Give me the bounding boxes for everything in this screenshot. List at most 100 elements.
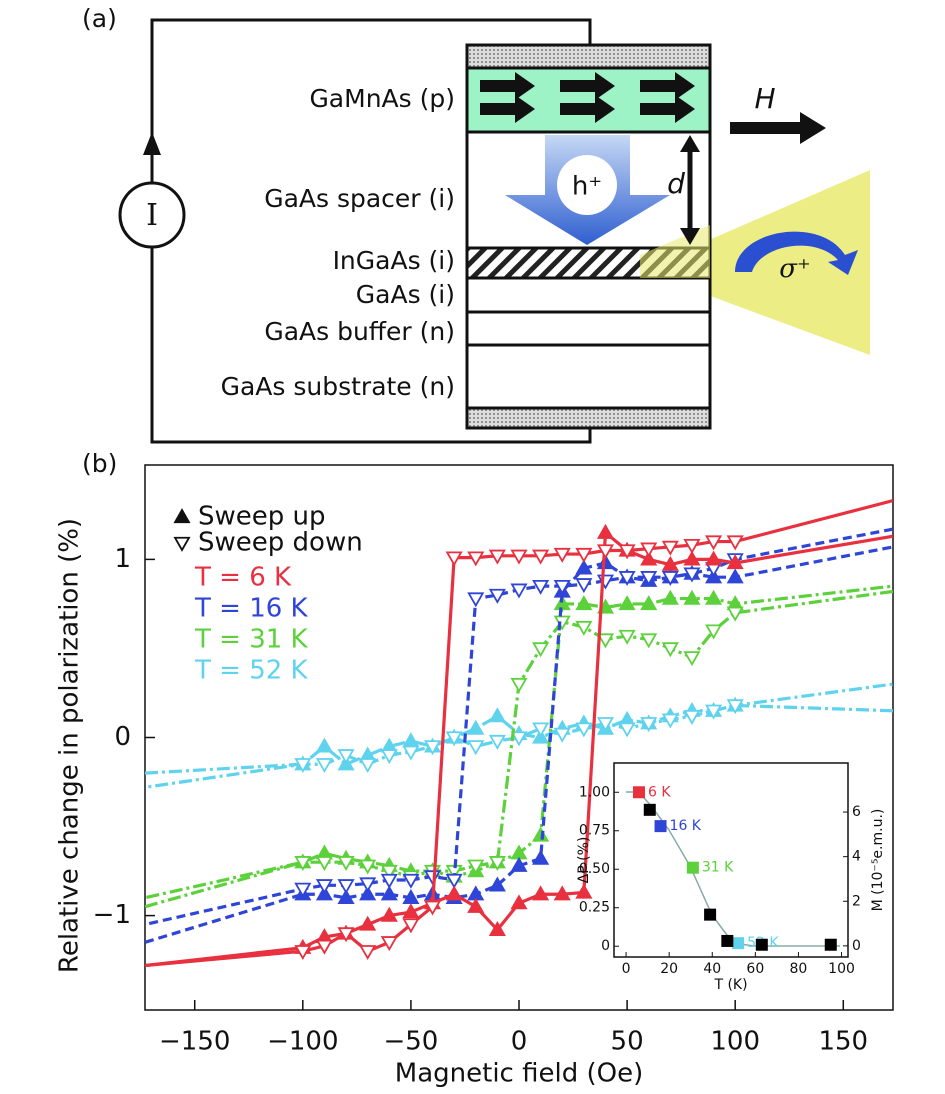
marker — [359, 915, 377, 931]
marker — [315, 939, 333, 955]
marker — [553, 579, 571, 595]
layer — [465, 343, 712, 410]
legend-label: T = 16 K — [194, 594, 309, 624]
light-label: σ⁺ — [779, 254, 810, 284]
marker — [294, 882, 312, 898]
marker — [445, 885, 463, 901]
marker — [359, 758, 377, 774]
marker — [683, 538, 701, 554]
point-label: 6 K — [648, 784, 671, 800]
marker — [705, 704, 723, 720]
marker — [467, 592, 485, 608]
layer-label: GaAs (i) — [356, 280, 455, 309]
marker — [337, 888, 355, 904]
hole-label: h⁺ — [572, 172, 602, 202]
marker — [640, 571, 658, 587]
marker — [423, 740, 442, 756]
marker — [359, 885, 377, 901]
marker — [640, 550, 658, 566]
point — [654, 820, 667, 833]
panel-label: (b) — [82, 449, 117, 478]
marker — [596, 717, 615, 733]
marker — [553, 547, 571, 563]
point — [643, 803, 656, 816]
marker — [640, 717, 658, 733]
marker — [337, 927, 355, 943]
marker — [488, 707, 506, 723]
marker — [532, 579, 550, 595]
marker — [532, 642, 550, 658]
marker — [705, 550, 723, 566]
marker — [705, 624, 723, 640]
y-tick-label: 0 — [601, 938, 610, 954]
marker — [467, 859, 485, 875]
marker — [402, 918, 420, 934]
y-axis-label: Relative change in polarization (%) — [55, 518, 85, 973]
marker — [553, 885, 571, 901]
marker — [640, 595, 658, 611]
sweep-line — [145, 703, 893, 789]
marker — [640, 633, 658, 649]
layer-label: GaAs substrate (n) — [221, 372, 455, 401]
marker — [726, 554, 744, 570]
marker — [467, 740, 485, 756]
marker — [380, 936, 398, 952]
layer-label: GaAs spacer (i) — [264, 184, 455, 213]
point — [732, 937, 745, 950]
marker — [315, 737, 333, 753]
legend-label: Sweep down — [198, 528, 363, 558]
marker — [402, 903, 420, 919]
y2-tick-label: 0 — [852, 938, 861, 954]
point — [824, 938, 837, 951]
marker — [488, 734, 506, 750]
marker — [488, 549, 506, 565]
marker — [488, 921, 506, 937]
marker — [488, 588, 506, 604]
inset-chart: 0 20 40 60 80 100 0 0.25 0.50 0.75 1.00 0 2 4 6 T (K) ΔP… — [576, 762, 886, 993]
marker — [402, 732, 420, 748]
x-tick-label: 0 — [622, 961, 631, 977]
marker — [402, 745, 420, 761]
marker — [315, 879, 333, 895]
marker — [661, 589, 679, 605]
marker — [510, 731, 528, 747]
point-label: 31 K — [702, 860, 734, 876]
marker — [661, 540, 679, 556]
marker — [445, 731, 463, 747]
x-tick-label: 0 — [511, 1027, 528, 1057]
marker — [640, 542, 658, 558]
marker — [726, 535, 744, 551]
marker — [575, 722, 593, 738]
marker — [380, 906, 398, 922]
marker — [510, 677, 528, 693]
marker — [683, 589, 701, 605]
marker — [337, 879, 355, 895]
marker — [315, 758, 333, 774]
y-tick-label: 0.25 — [579, 900, 610, 916]
marker — [683, 709, 701, 725]
marker — [705, 589, 723, 605]
y2-axis-label: M (10⁻⁵e.m.u.) — [870, 809, 886, 912]
marker — [575, 547, 593, 563]
x-tick-label: 150 — [818, 1027, 868, 1057]
marker — [488, 876, 506, 892]
point — [755, 938, 768, 951]
current-arrow — [143, 132, 161, 155]
layer-label: InGaAs (i) — [333, 246, 455, 275]
marker — [575, 578, 593, 594]
marker — [596, 544, 615, 560]
point — [721, 934, 734, 947]
marker — [294, 856, 312, 871]
marker — [618, 629, 636, 645]
marker — [596, 633, 615, 649]
marker — [380, 873, 398, 889]
hole — [557, 155, 617, 215]
x-tick-label: 20 — [660, 961, 678, 977]
legend-label: T = 31 K — [194, 625, 309, 655]
distance-arrow — [680, 228, 700, 245]
marker — [423, 900, 442, 916]
legend-label: T = 6 K — [194, 563, 292, 593]
x-axis-label: Magnetic field (Oe) — [395, 1059, 643, 1089]
marker — [510, 856, 528, 872]
